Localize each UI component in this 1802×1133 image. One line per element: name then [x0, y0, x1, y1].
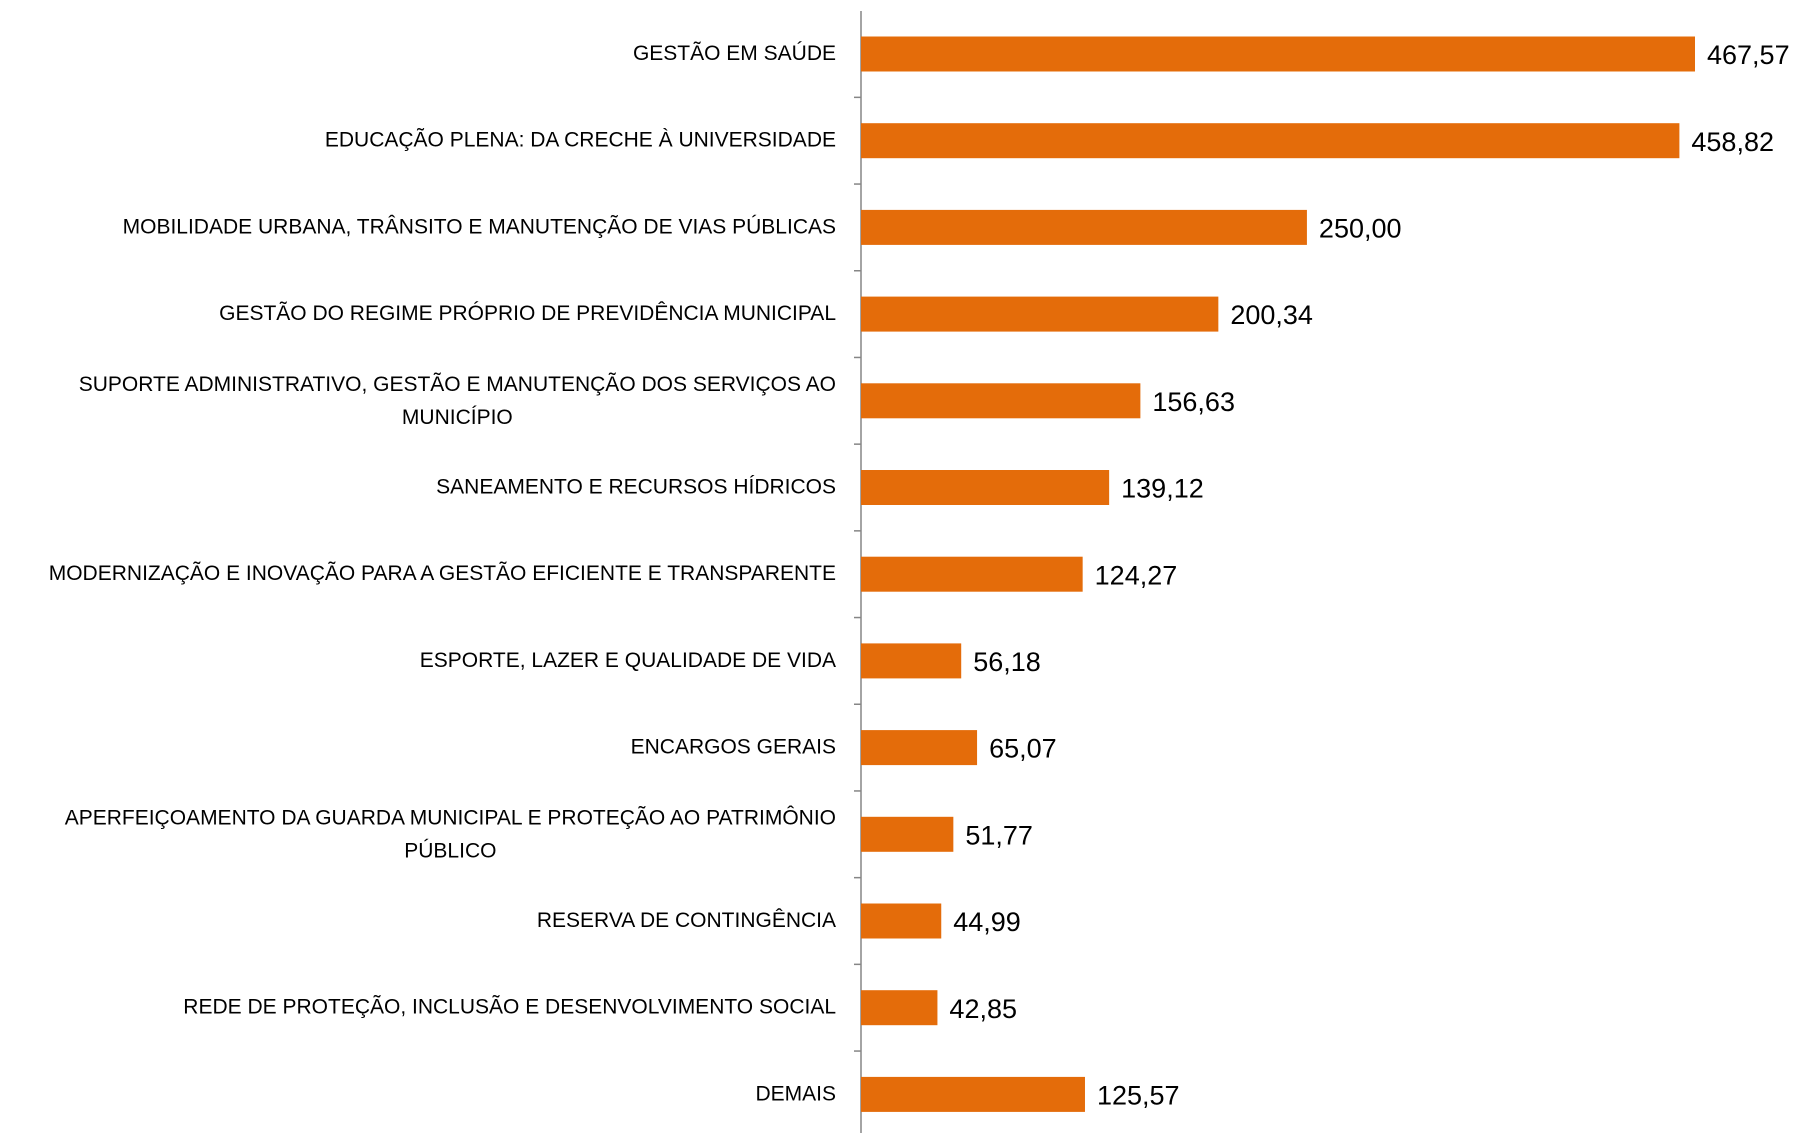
label-line: MUNICÍPIO [402, 405, 513, 428]
label-line: DEMAIS [755, 1082, 836, 1105]
bar [861, 903, 942, 939]
label-line: RESERVA DE CONTINGÊNCIA [537, 909, 836, 932]
label-line: GESTÃO EM SAÚDE [633, 41, 836, 65]
category-label: ESPORTE, LAZER E QUALIDADE DE VIDA [420, 648, 836, 671]
bar [861, 816, 954, 852]
category-label: MODERNIZAÇÃO E INOVAÇÃO PARA A GESTÃO EF… [49, 561, 836, 585]
value-label: 51,77 [965, 820, 1033, 850]
label-line: REDE DE PROTEÇÃO, INCLUSÃO E DESENVOLVIM… [183, 994, 836, 1018]
bar [861, 990, 938, 1026]
label-line: APERFEIÇOAMENTO DA GUARDA MUNICIPAL E PR… [65, 805, 836, 829]
bar [861, 1076, 1085, 1112]
value-label: 44,99 [953, 907, 1021, 937]
category-label: ENCARGOS GERAIS [631, 735, 836, 758]
value-label: 139,12 [1121, 474, 1204, 504]
bar [861, 643, 962, 679]
category-label: EDUCAÇÃO PLENA: DA CRECHE À UNIVERSIDADE [325, 127, 836, 151]
label-line: MODERNIZAÇÃO E INOVAÇÃO PARA A GESTÃO EF… [49, 561, 836, 585]
value-label: 42,85 [949, 994, 1017, 1024]
label-line: PÚBLICO [404, 839, 496, 862]
bar [861, 296, 1219, 332]
value-label: 156,63 [1152, 387, 1235, 417]
bar [861, 36, 1695, 72]
label-line: ENCARGOS GERAIS [631, 735, 836, 758]
category-label: SUPORTE ADMINISTRATIVO, GESTÃO E MANUTEN… [79, 371, 836, 428]
category-label: GESTÃO DO REGIME PRÓPRIO DE PREVIDÊNCIA … [219, 301, 836, 325]
value-label: 200,34 [1230, 300, 1313, 330]
value-label: 125,57 [1097, 1081, 1180, 1111]
category-label: GESTÃO EM SAÚDE [633, 41, 836, 65]
bar [861, 730, 978, 766]
value-label: 250,00 [1319, 214, 1402, 244]
label-line: ESPORTE, LAZER E QUALIDADE DE VIDA [420, 648, 836, 671]
category-label: SANEAMENTO E RECURSOS HÍDRICOS [436, 475, 836, 498]
value-label: 65,07 [989, 734, 1057, 764]
label-line: EDUCAÇÃO PLENA: DA CRECHE À UNIVERSIDADE [325, 127, 836, 151]
bar [861, 470, 1110, 505]
category-label: APERFEIÇOAMENTO DA GUARDA MUNICIPAL E PR… [65, 805, 836, 862]
category-label: DEMAIS [755, 1082, 836, 1105]
category-label: MOBILIDADE URBANA, TRÂNSITO E MANUTENÇÃO… [123, 214, 836, 238]
bar [861, 123, 1680, 159]
label-line: MOBILIDADE URBANA, TRÂNSITO E MANUTENÇÃO… [123, 214, 836, 238]
value-label: 458,82 [1691, 127, 1774, 157]
bar [861, 556, 1083, 592]
category-label: RESERVA DE CONTINGÊNCIA [537, 909, 836, 932]
category-label: REDE DE PROTEÇÃO, INCLUSÃO E DESENVOLVIM… [183, 994, 836, 1018]
label-line: SUPORTE ADMINISTRATIVO, GESTÃO E MANUTEN… [79, 371, 836, 395]
bar [861, 383, 1141, 419]
label-line: GESTÃO DO REGIME PRÓPRIO DE PREVIDÊNCIA … [219, 301, 836, 325]
bar [861, 209, 1307, 245]
value-label: 56,18 [973, 647, 1041, 677]
value-label: 124,27 [1095, 560, 1178, 590]
label-line: SANEAMENTO E RECURSOS HÍDRICOS [436, 475, 836, 498]
value-label: 467,57 [1707, 40, 1790, 70]
